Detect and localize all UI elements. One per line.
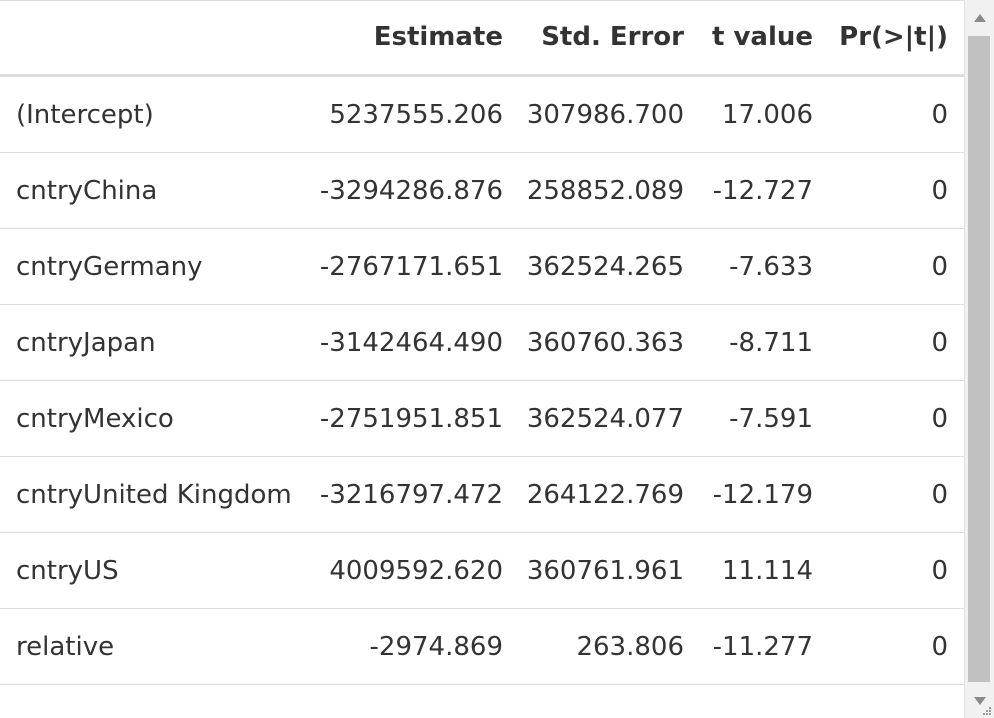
cell-term: cntryUnited Kingdom [0, 456, 300, 533]
cell-t-value: -8.711 [700, 304, 829, 381]
cell-std-error: 360760.363 [519, 304, 700, 381]
table-header-row: Estimate Std. Error t value Pr(>|t|) [0, 0, 964, 77]
header-p-value: Pr(>|t|) [829, 0, 964, 77]
table-row: cntryUS 4009592.620 360761.961 11.114 0 [0, 532, 964, 609]
cell-estimate: -2751951.851 [300, 380, 519, 457]
cell-t-value: -7.591 [700, 380, 829, 457]
header-t-value: t value [700, 0, 829, 77]
cell-std-error: 264122.769 [519, 456, 700, 533]
cell-p-value: 0 [829, 152, 964, 229]
cell-p-value: 0 [829, 228, 964, 305]
cell-estimate: -3142464.490 [300, 304, 519, 381]
table-row: (Intercept) 5237555.206 307986.700 17.00… [0, 75, 964, 153]
scrollbar-thumb[interactable] [968, 36, 990, 682]
cell-term: cntryJapan [0, 304, 300, 381]
header-std-error: Std. Error [519, 0, 700, 77]
cell-t-value: -7.633 [700, 228, 829, 305]
cell-estimate: -2974.869 [300, 608, 519, 685]
cell-p-value: 0 [829, 608, 964, 685]
cell-term: cntryGermany [0, 228, 300, 305]
cell-p-value: 0 [829, 304, 964, 381]
cell-term: cntryChina [0, 152, 300, 229]
triangle-up-icon [974, 14, 986, 22]
scroll-down-button[interactable] [965, 684, 994, 718]
cell-std-error: 362524.265 [519, 228, 700, 305]
cell-term: relative [0, 608, 300, 685]
cell-p-value: 0 [829, 456, 964, 533]
scroll-up-button[interactable] [965, 0, 994, 36]
cell-p-value: 0 [829, 75, 964, 153]
table-row: cntryJapan -3142464.490 360760.363 -8.71… [0, 304, 964, 381]
cell-p-value: 0 [829, 380, 964, 457]
cell-estimate: 4009592.620 [300, 532, 519, 609]
table-viewport[interactable]: Estimate Std. Error t value Pr(>|t|) (In… [0, 0, 964, 718]
cell-std-error: 360761.961 [519, 532, 700, 609]
table-row: cntryUnited Kingdom -3216797.472 264122.… [0, 456, 964, 533]
table-row: relative -2974.869 263.806 -11.277 0 [0, 608, 964, 685]
table-row: cntryGermany -2767171.651 362524.265 -7.… [0, 228, 964, 305]
cell-estimate: -3216797.472 [300, 456, 519, 533]
triangle-down-icon [974, 697, 986, 705]
cell-term: cntryUS [0, 532, 300, 609]
resize-grip-icon[interactable] [980, 704, 992, 716]
vertical-scrollbar[interactable] [964, 0, 994, 718]
cell-t-value: 11.114 [700, 532, 829, 609]
cell-p-value: 0 [829, 532, 964, 609]
header-estimate: Estimate [300, 0, 519, 77]
table-row: cntryMexico -2751951.851 362524.077 -7.5… [0, 380, 964, 457]
cell-term: (Intercept) [0, 75, 300, 153]
table-row: cntryChina -3294286.876 258852.089 -12.7… [0, 152, 964, 229]
cell-estimate: -2767171.651 [300, 228, 519, 305]
header-term [0, 0, 300, 77]
cell-t-value: -12.179 [700, 456, 829, 533]
cell-std-error: 258852.089 [519, 152, 700, 229]
cell-std-error: 307986.700 [519, 75, 700, 153]
cell-std-error: 362524.077 [519, 380, 700, 457]
cell-std-error: 263.806 [519, 608, 700, 685]
cell-t-value: 17.006 [700, 75, 829, 153]
cell-estimate: 5237555.206 [300, 75, 519, 153]
cell-estimate: -3294286.876 [300, 152, 519, 229]
coefficient-table: Estimate Std. Error t value Pr(>|t|) (In… [0, 0, 964, 685]
cell-t-value: -12.727 [700, 152, 829, 229]
cell-term: cntryMexico [0, 380, 300, 457]
cell-t-value: -11.277 [700, 608, 829, 685]
